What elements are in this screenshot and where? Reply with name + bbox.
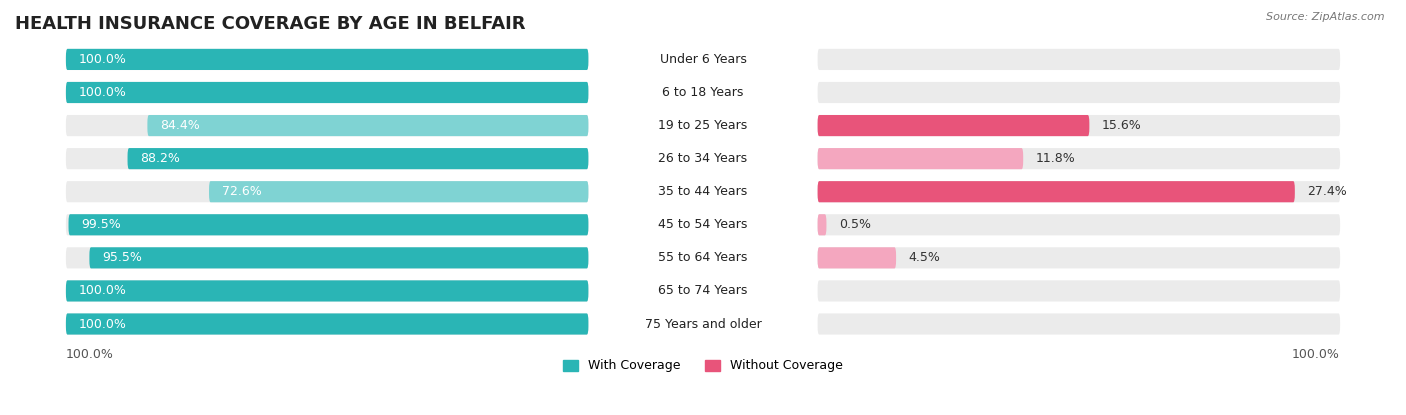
- FancyBboxPatch shape: [818, 214, 1340, 235]
- Text: 65 to 74 Years: 65 to 74 Years: [658, 284, 748, 298]
- FancyBboxPatch shape: [66, 49, 588, 70]
- Text: 35 to 44 Years: 35 to 44 Years: [658, 185, 748, 198]
- FancyBboxPatch shape: [818, 313, 1340, 334]
- Text: 88.2%: 88.2%: [141, 152, 180, 165]
- Text: 0.5%: 0.5%: [839, 218, 872, 231]
- Text: 4.5%: 4.5%: [908, 251, 941, 264]
- FancyBboxPatch shape: [66, 281, 588, 302]
- FancyBboxPatch shape: [818, 181, 1340, 202]
- Text: 6 to 18 Years: 6 to 18 Years: [662, 86, 744, 99]
- Text: 100.0%: 100.0%: [79, 86, 127, 99]
- Text: 15.6%: 15.6%: [1102, 119, 1142, 132]
- FancyBboxPatch shape: [818, 148, 1024, 169]
- FancyBboxPatch shape: [209, 181, 588, 202]
- Text: HEALTH INSURANCE COVERAGE BY AGE IN BELFAIR: HEALTH INSURANCE COVERAGE BY AGE IN BELF…: [15, 15, 526, 33]
- Text: Under 6 Years: Under 6 Years: [659, 53, 747, 66]
- Text: 84.4%: 84.4%: [160, 119, 200, 132]
- Text: 19 to 25 Years: 19 to 25 Years: [658, 119, 748, 132]
- Text: 100.0%: 100.0%: [79, 284, 127, 298]
- Text: 45 to 54 Years: 45 to 54 Years: [658, 218, 748, 231]
- FancyBboxPatch shape: [66, 313, 588, 334]
- FancyBboxPatch shape: [69, 214, 588, 235]
- Text: 100.0%: 100.0%: [66, 348, 114, 361]
- Text: 100.0%: 100.0%: [79, 53, 127, 66]
- FancyBboxPatch shape: [66, 49, 588, 70]
- FancyBboxPatch shape: [66, 115, 588, 136]
- FancyBboxPatch shape: [66, 82, 588, 103]
- FancyBboxPatch shape: [66, 313, 588, 334]
- FancyBboxPatch shape: [66, 148, 588, 169]
- FancyBboxPatch shape: [818, 214, 827, 235]
- FancyBboxPatch shape: [66, 247, 588, 269]
- Legend: With Coverage, Without Coverage: With Coverage, Without Coverage: [558, 354, 848, 377]
- Text: 27.4%: 27.4%: [1308, 185, 1347, 198]
- FancyBboxPatch shape: [818, 82, 1340, 103]
- Text: 75 Years and older: 75 Years and older: [644, 317, 762, 330]
- Text: 55 to 64 Years: 55 to 64 Years: [658, 251, 748, 264]
- FancyBboxPatch shape: [66, 281, 588, 302]
- Text: 95.5%: 95.5%: [103, 251, 142, 264]
- FancyBboxPatch shape: [148, 115, 588, 136]
- Text: 26 to 34 Years: 26 to 34 Years: [658, 152, 748, 165]
- Text: 100.0%: 100.0%: [1292, 348, 1340, 361]
- FancyBboxPatch shape: [90, 247, 588, 269]
- FancyBboxPatch shape: [818, 49, 1340, 70]
- FancyBboxPatch shape: [128, 148, 588, 169]
- FancyBboxPatch shape: [818, 181, 1295, 202]
- FancyBboxPatch shape: [818, 281, 1340, 302]
- FancyBboxPatch shape: [66, 82, 588, 103]
- FancyBboxPatch shape: [818, 115, 1340, 136]
- Text: 72.6%: 72.6%: [222, 185, 262, 198]
- FancyBboxPatch shape: [818, 247, 896, 269]
- FancyBboxPatch shape: [818, 148, 1340, 169]
- FancyBboxPatch shape: [818, 247, 1340, 269]
- Text: 99.5%: 99.5%: [82, 218, 121, 231]
- Text: Source: ZipAtlas.com: Source: ZipAtlas.com: [1267, 12, 1385, 22]
- FancyBboxPatch shape: [818, 115, 1090, 136]
- Text: 11.8%: 11.8%: [1036, 152, 1076, 165]
- Text: 100.0%: 100.0%: [79, 317, 127, 330]
- FancyBboxPatch shape: [66, 214, 588, 235]
- FancyBboxPatch shape: [66, 181, 588, 202]
